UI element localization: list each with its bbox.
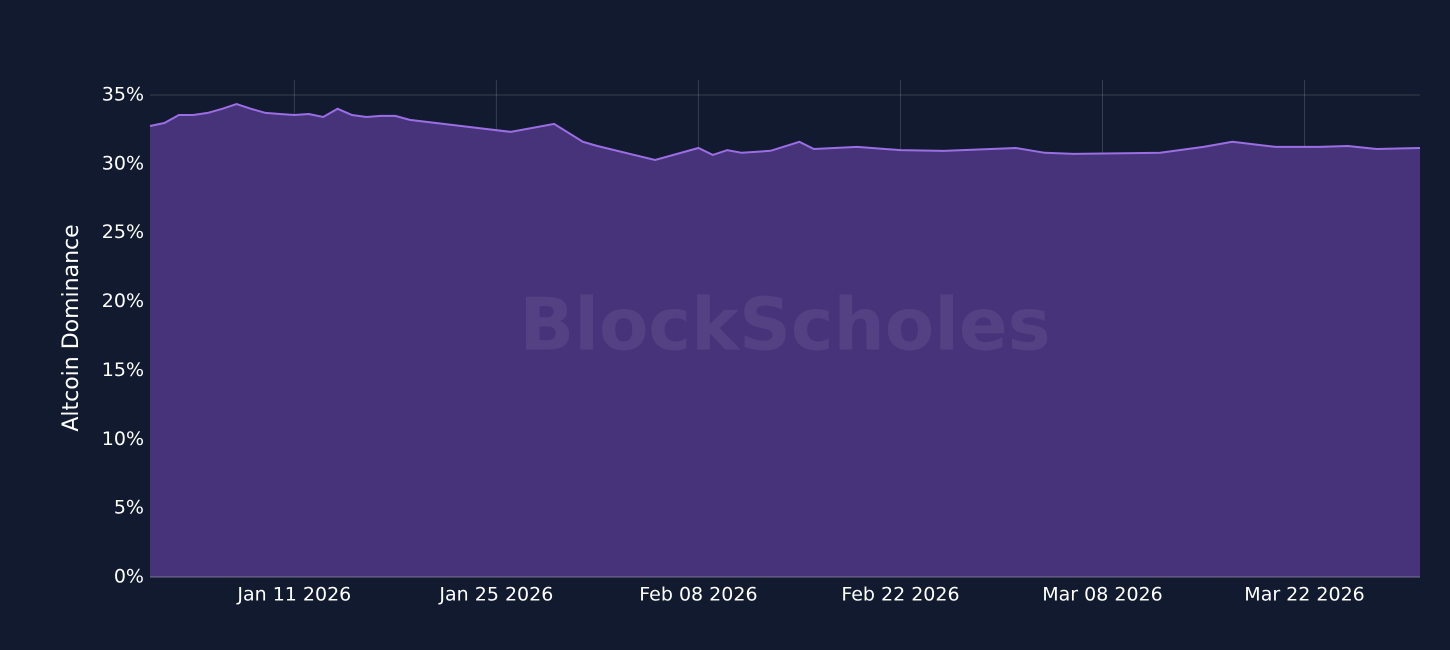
y-tick-label: 0% [114, 566, 144, 588]
y-tick-label: 30% [102, 152, 144, 174]
x-tick-label: Jan 11 2026 [236, 584, 351, 606]
x-tick-label: Mar 22 2026 [1244, 584, 1364, 606]
y-tick-label: 20% [102, 290, 144, 312]
watermark: BlockScholes [519, 283, 1050, 367]
x-tick-label: Feb 22 2026 [841, 584, 959, 606]
x-tick-label: Jan 25 2026 [438, 584, 553, 606]
line [149, 102, 1421, 162]
y-tick-label: 15% [102, 359, 144, 381]
y-tick-label: 5% [114, 497, 144, 519]
x-tick-label: Feb 08 2026 [639, 584, 757, 606]
area-fill [150, 104, 1420, 577]
y-tick-label: 10% [102, 428, 144, 450]
y-tick-label: 35% [102, 84, 144, 106]
y-tick-label: 25% [102, 221, 144, 243]
y-axis-label: Altcoin Dominance [59, 224, 84, 431]
x-tick-label: Mar 08 2026 [1042, 584, 1162, 606]
